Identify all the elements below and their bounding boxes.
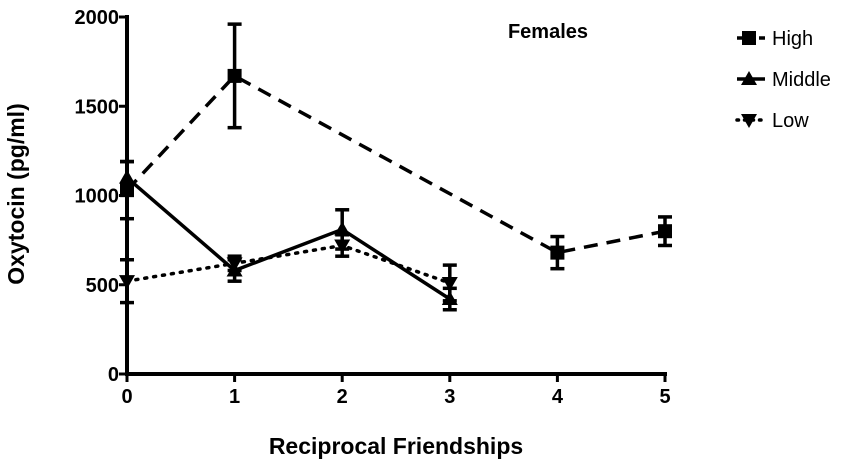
legend-item-middle: Middle [737,69,831,91]
x-tick-label: 1 [229,386,240,408]
y-axis-label: Oxytocin (pg/ml) [3,103,29,284]
markers [119,68,672,306]
data-point-middle [119,169,135,184]
data-point-high [227,68,242,83]
legend-label-middle: Middle [772,69,831,91]
data-point-low [334,239,351,254]
y-tick-label: 500 [86,275,119,297]
series-lines [125,73,666,301]
chart-annotation: Females [508,21,588,43]
data-point-high [550,245,565,260]
legend-marker-middle [741,71,757,85]
data-point-low [119,275,135,290]
x-ticks: 0 1 2 3 4 5 [121,374,671,408]
series-line-high [125,73,666,255]
y-tick-label: 1000 [75,186,120,208]
data-point-low [226,257,243,272]
x-tick-label: 5 [659,386,670,408]
x-tick-label: 3 [444,386,455,408]
legend-item-low: Low [735,110,809,132]
legend-marker-high [742,31,756,45]
legend-label-low: Low [772,110,809,132]
x-tick-label: 2 [337,386,348,408]
data-point-high [120,183,134,198]
y-tick-label: 2000 [75,7,120,29]
series-line-low [125,243,452,285]
data-point-low [441,276,458,291]
axes [125,15,667,376]
y-tick-label: 0 [108,364,119,386]
data-point-high [658,224,672,239]
legend: High Middle Low [735,28,831,132]
data-point-middle [334,221,351,236]
y-ticks: 0 500 1000 1500 2000 [75,7,127,386]
y-tick-label: 1500 [75,96,120,118]
x-tick-label: 0 [121,386,132,408]
error-bars [120,22,672,312]
series-line-middle [125,176,451,301]
x-tick-label: 4 [552,386,564,408]
x-axis-label: Reciprocal Friendships [269,433,523,459]
legend-item-high: High [737,28,813,50]
legend-label-high: High [772,28,813,50]
data-point-middle [441,291,458,306]
legend-marker-low [741,114,757,128]
